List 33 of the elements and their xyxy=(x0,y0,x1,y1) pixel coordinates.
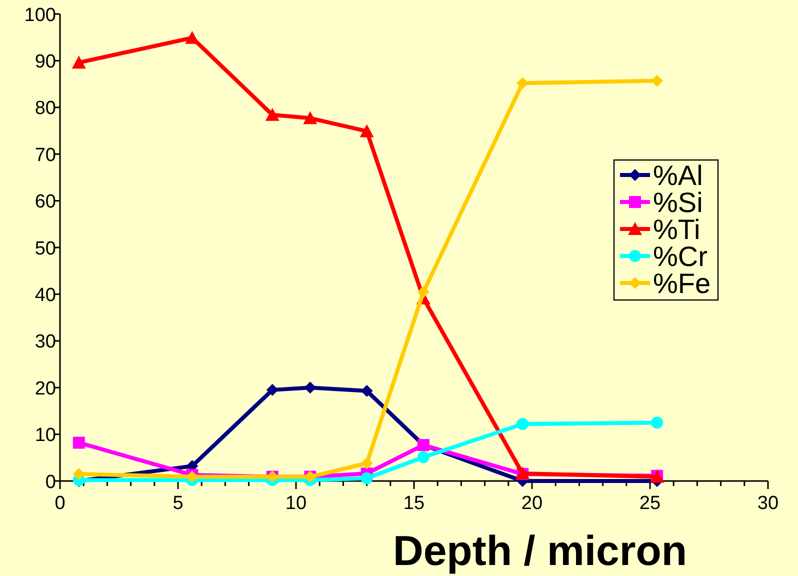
y-tick-label: 40 xyxy=(34,285,56,306)
y-tick-label: 70 xyxy=(34,144,56,166)
point xyxy=(72,56,86,69)
point xyxy=(360,124,374,138)
x-tick-label: 10 xyxy=(285,493,307,514)
x-tick-label: 30 xyxy=(757,493,779,514)
point xyxy=(651,416,664,429)
point xyxy=(516,418,529,430)
point xyxy=(417,286,430,298)
point xyxy=(266,384,278,396)
y-tick-label: 60 xyxy=(34,192,56,213)
x-tick-label: 5 xyxy=(172,493,184,514)
y-tick-label: 50 xyxy=(34,238,56,260)
point xyxy=(417,451,430,464)
y-tick-label: 90 xyxy=(34,52,56,73)
point xyxy=(303,111,318,124)
y-tick-label: 30 xyxy=(34,332,56,353)
x-tick-label: 15 xyxy=(403,493,425,514)
point xyxy=(360,472,373,484)
y-tick-label: 80 xyxy=(34,98,56,120)
y-tick-label: 10 xyxy=(34,425,56,446)
point xyxy=(72,436,85,449)
y-tick-label: 20 xyxy=(34,378,56,400)
y-tick-label: 0 xyxy=(45,472,56,493)
x-tick-label: 25 xyxy=(639,493,661,514)
x-axis-title: Depth / micron xyxy=(392,527,688,574)
y-tick-label: 100 xyxy=(24,4,56,26)
point xyxy=(360,457,373,470)
point xyxy=(72,468,85,480)
point xyxy=(265,108,280,121)
point xyxy=(651,74,664,87)
x-tick-label: 20 xyxy=(521,493,543,514)
point xyxy=(185,30,200,44)
